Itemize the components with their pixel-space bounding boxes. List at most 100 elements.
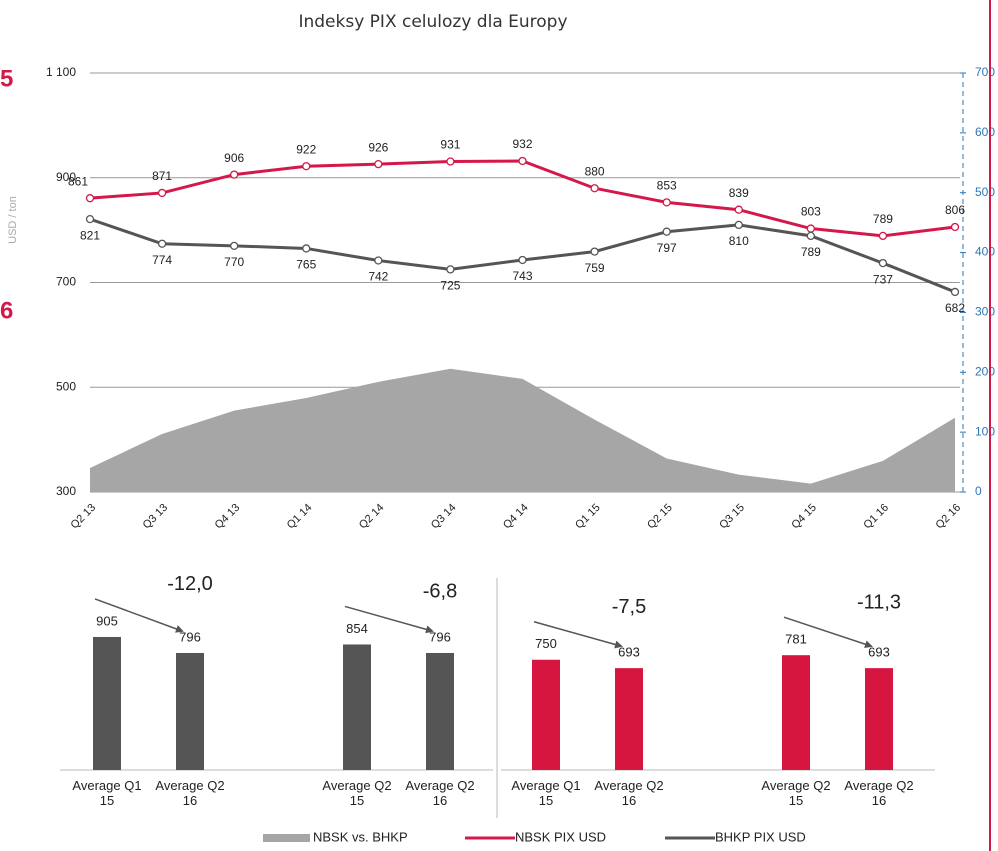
y2-tick-label: 200 xyxy=(975,364,995,378)
change-label: -11,3 xyxy=(857,591,901,613)
y2-tick-label: 500 xyxy=(975,185,995,199)
x-tick-label: Q2 13 xyxy=(68,502,98,532)
y2-tick-label: 400 xyxy=(975,245,995,259)
y2-tick-label: 700 xyxy=(975,65,995,79)
side-label: 5 xyxy=(0,65,13,92)
y-tick-label: 500 xyxy=(56,379,76,393)
y2-tick-label: 100 xyxy=(975,424,995,438)
point xyxy=(518,156,527,166)
x-tick-label: Average Q2 16 xyxy=(155,778,225,808)
data-label: 770 xyxy=(224,255,244,269)
bar xyxy=(343,644,371,770)
x-tick-label: Average Q2 15 xyxy=(761,778,831,808)
point xyxy=(806,231,815,241)
bar-value-label: 693 xyxy=(868,645,890,660)
point xyxy=(518,255,527,265)
change-arrow xyxy=(344,605,434,634)
point xyxy=(374,159,383,169)
x-tick-label: Average Q1 15 xyxy=(72,778,142,808)
x-tick-label: Average Q2 15 xyxy=(322,778,392,808)
bar xyxy=(865,668,893,770)
data-label: 803 xyxy=(801,205,821,219)
point xyxy=(446,157,455,166)
change-label: -12,0 xyxy=(167,573,213,595)
x-tick-label: Q3 13 xyxy=(141,502,171,532)
x-tick-label: Q4 15 xyxy=(789,502,819,532)
data-label: 737 xyxy=(873,272,893,286)
change-arrow xyxy=(783,616,873,649)
y2-tick-label: 300 xyxy=(975,305,995,319)
change-label: -6,8 xyxy=(423,581,457,603)
data-label: 821 xyxy=(80,228,100,242)
change-arrow xyxy=(533,621,623,649)
point xyxy=(230,241,239,250)
point xyxy=(374,256,383,265)
legend-swatch xyxy=(263,834,310,842)
point xyxy=(230,170,239,179)
x-tick-label: Average Q1 15 xyxy=(511,778,581,808)
data-label: 742 xyxy=(368,270,388,284)
x-tick-label: Q2 14 xyxy=(357,502,387,532)
point xyxy=(590,247,599,256)
chart-title: Indeksy PIX celulozy dla Europy xyxy=(298,12,567,32)
data-label: 725 xyxy=(440,279,460,293)
legend-label: NBSK vs. BHKP xyxy=(313,829,408,844)
point xyxy=(950,222,960,232)
x-tick-label: Q1 14 xyxy=(285,502,315,532)
x-tick-label: Q4 14 xyxy=(501,502,531,532)
point xyxy=(157,239,167,248)
point xyxy=(734,220,743,230)
data-label: 922 xyxy=(296,142,316,156)
point xyxy=(302,162,311,171)
point xyxy=(302,244,311,253)
x-tick-label: Average Q2 16 xyxy=(844,778,914,808)
bar xyxy=(782,655,810,770)
bar xyxy=(93,636,121,770)
point xyxy=(878,258,888,268)
data-label: 789 xyxy=(873,212,893,226)
y2-tick-label: 0 xyxy=(975,484,982,498)
point xyxy=(590,184,599,193)
data-label: 810 xyxy=(729,234,749,248)
data-label: 774 xyxy=(152,253,172,267)
point xyxy=(157,188,167,198)
point xyxy=(878,231,888,241)
data-label: 926 xyxy=(368,140,388,154)
data-label: 839 xyxy=(729,186,749,200)
data-label: 931 xyxy=(440,138,460,152)
point xyxy=(446,265,455,274)
point xyxy=(85,214,95,224)
data-label: 759 xyxy=(585,261,605,275)
data-label: 682 xyxy=(945,301,965,315)
point xyxy=(85,194,95,203)
data-label: 797 xyxy=(657,241,677,255)
y-tick-label: 300 xyxy=(56,484,76,498)
x-tick-label: Q2 15 xyxy=(645,502,675,532)
bar-value-label: 854 xyxy=(346,621,368,636)
y-axis-label: USD / ton xyxy=(7,196,19,244)
x-tick-label: Average Q2 16 xyxy=(594,778,664,808)
x-tick-label: Q1 16 xyxy=(861,502,891,532)
point xyxy=(950,287,960,297)
y-tick-label: 900 xyxy=(56,170,76,184)
change-arrow xyxy=(94,598,184,633)
change-label: -7,5 xyxy=(612,596,646,618)
bar-value-label: 905 xyxy=(96,613,118,628)
y-tick-label: 700 xyxy=(56,275,76,289)
side-label: 6 xyxy=(0,297,13,324)
bar xyxy=(176,652,204,770)
data-label: 871 xyxy=(152,169,172,183)
data-label: 765 xyxy=(296,258,316,272)
bar xyxy=(426,652,454,770)
data-label: 789 xyxy=(801,245,821,259)
data-label: 861 xyxy=(68,174,88,188)
data-label: 880 xyxy=(585,164,605,178)
x-tick-label: Q3 14 xyxy=(429,502,459,532)
bar-value-label: 693 xyxy=(618,645,640,660)
x-tick-label: Q3 15 xyxy=(717,502,747,532)
bar xyxy=(615,668,643,770)
legend-label: NBSK PIX USD xyxy=(515,829,606,844)
point xyxy=(806,224,815,233)
bar-value-label: 796 xyxy=(179,629,201,644)
